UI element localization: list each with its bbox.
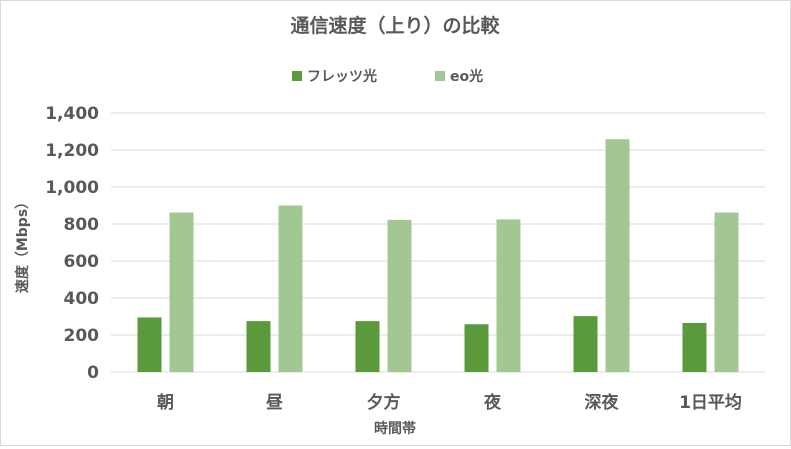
x-tick-label: 1日平均 xyxy=(679,392,742,413)
x-tick-label: 夕方 xyxy=(367,392,401,413)
y-tick-label: 1,200 xyxy=(45,141,99,161)
legend-label-flets: フレッツ光 xyxy=(307,68,377,85)
x-tick-label: 夜 xyxy=(483,392,502,413)
y-tick-label: 600 xyxy=(64,252,100,272)
gridlines xyxy=(111,112,765,373)
legend: フレッツ光 eo光 xyxy=(292,68,483,85)
y-tick-label: 800 xyxy=(64,215,100,235)
bar-flets xyxy=(464,324,489,372)
bar-eo xyxy=(496,219,521,372)
bar-flets xyxy=(137,317,162,372)
x-tick-label: 朝 xyxy=(157,392,174,413)
y-tick-label: 0 xyxy=(87,363,99,383)
bar-eo xyxy=(714,212,739,372)
bar-eo xyxy=(387,219,412,372)
y-axis-label: 速度（Mbps） xyxy=(14,195,31,293)
bar-flets xyxy=(246,321,271,372)
bar-eo xyxy=(169,212,194,372)
bar-eo xyxy=(278,205,303,372)
x-tick-label: 昼 xyxy=(266,393,283,413)
chart-title: 通信速度（上り）の比較 xyxy=(290,14,500,37)
bars xyxy=(137,139,739,372)
y-tick-label: 1,400 xyxy=(45,104,99,124)
y-tick-label: 400 xyxy=(64,289,100,309)
legend-swatch-flets xyxy=(292,71,302,81)
bar-flets xyxy=(682,322,707,372)
tick-labels: 0 200 400 600 800 1,000 1,200 1,400 朝 昼 夕方 夜 深夜 1日平均 xyxy=(45,104,742,413)
y-tick-label: 200 xyxy=(64,326,100,346)
y-tick-label: 1,000 xyxy=(45,178,99,198)
legend-swatch-eo xyxy=(435,71,445,81)
legend-label-eo: eo光 xyxy=(450,68,483,85)
x-tick-label: 深夜 xyxy=(585,392,620,413)
bar-flets xyxy=(573,316,598,372)
bar-flets xyxy=(355,321,380,372)
bar-eo xyxy=(605,139,630,372)
x-axis-label: 時間帯 xyxy=(374,420,416,437)
